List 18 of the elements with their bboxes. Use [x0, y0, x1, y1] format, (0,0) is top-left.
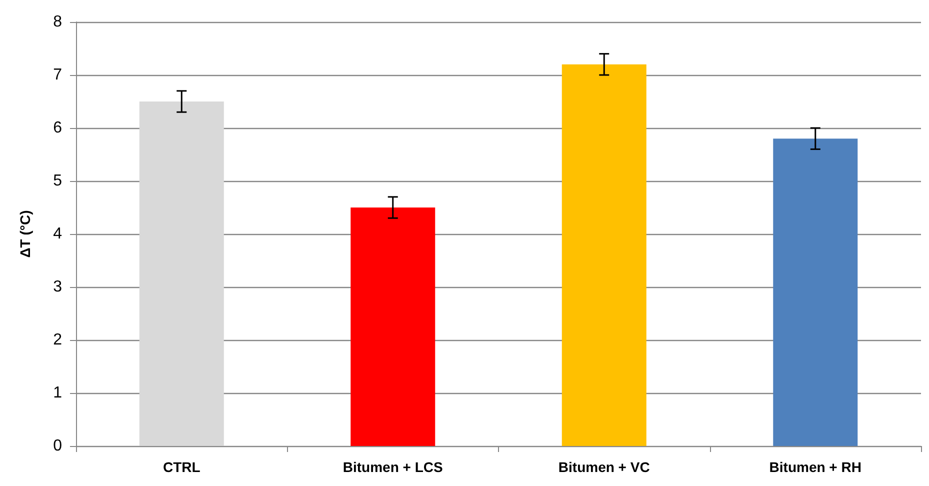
- y-tick-label: 4: [53, 226, 62, 242]
- y-tick-label: 7: [53, 66, 62, 84]
- bar: [562, 64, 646, 446]
- x-tick-label: Bitumen + RH: [769, 459, 862, 475]
- bar: [350, 208, 436, 446]
- bar: [139, 102, 224, 446]
- y-tick-label: 0: [53, 438, 62, 454]
- x-tick-label: Bitumen + VC: [558, 459, 650, 475]
- y-tick-label: 6: [53, 120, 62, 136]
- y-tick-label: 1: [53, 384, 62, 402]
- y-tick-label: 2: [53, 332, 62, 348]
- x-tick-label: CTRL: [162, 459, 201, 475]
- y-tick-label: 3: [53, 278, 62, 296]
- y-tick-label: 8: [53, 14, 62, 30]
- x-tick-label: Bitumen + LCS: [342, 459, 443, 475]
- bar: [773, 138, 858, 446]
- y-axis-title: ΔT (°C): [17, 210, 33, 258]
- y-tick-label: 5: [53, 172, 62, 190]
